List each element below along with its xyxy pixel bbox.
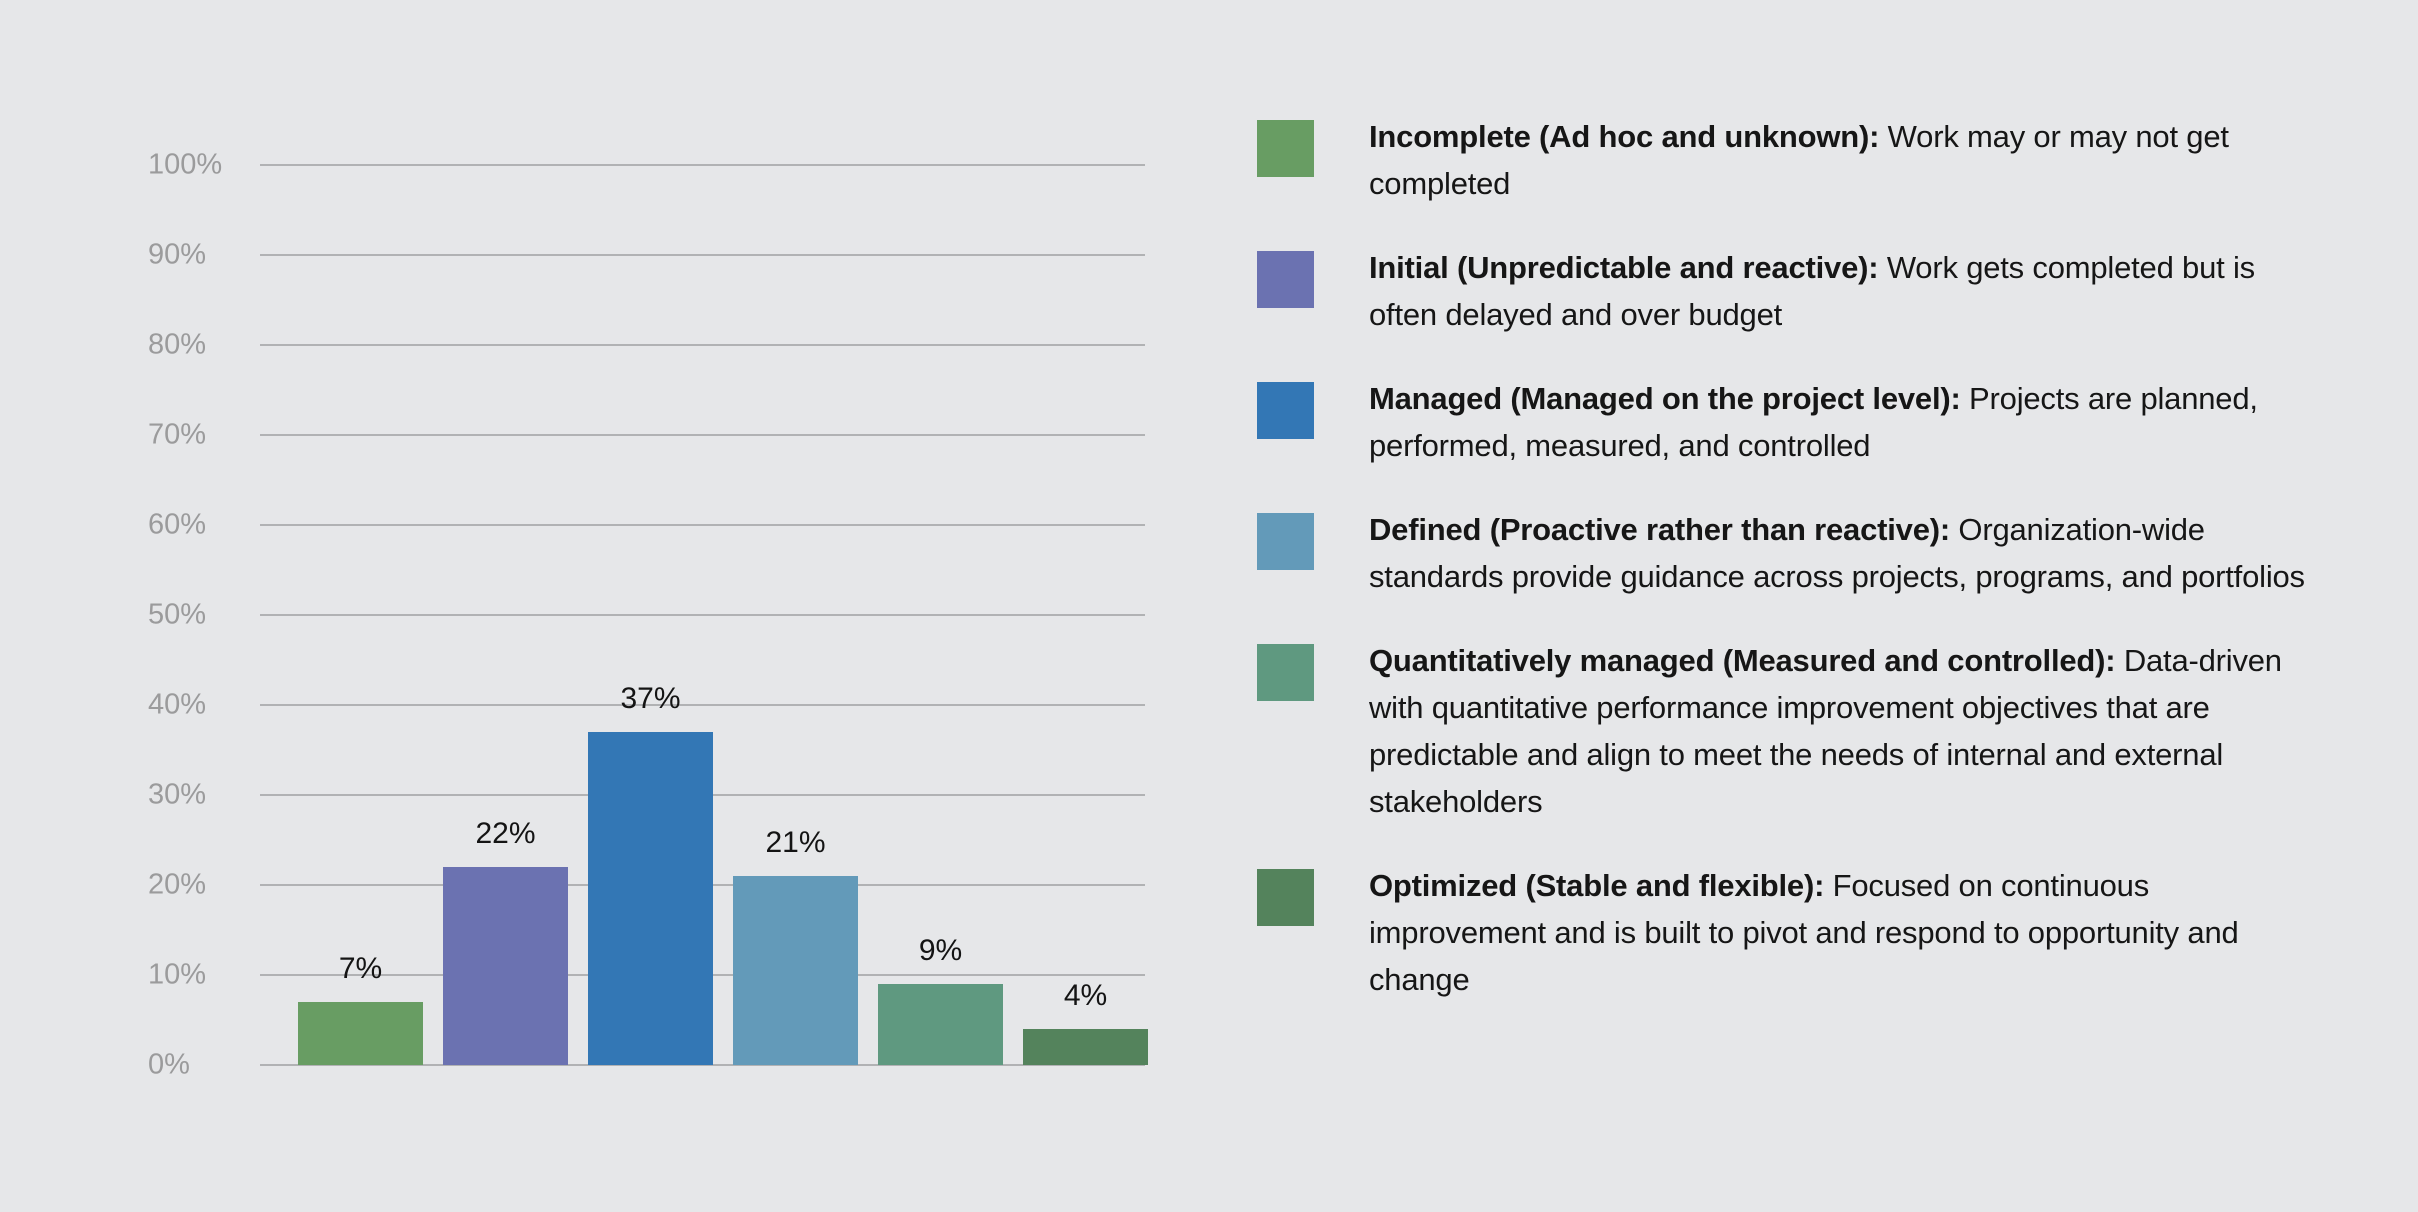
y-axis-tick-label: 100% [148,148,223,181]
gridline [260,1064,1145,1066]
y-axis-tick-label: 90% [148,238,207,271]
y-axis-labels: 0% 10% 20% 30% 40% 50% 60% 70% 80% 90% 100% [148,149,258,1081]
y-axis-tick-label: 80% [148,328,207,361]
legend-item-description: Data-driven with quantitative performanc… [1369,643,2282,819]
legend-item-title: Incomplete (Ad hoc and unknown): [1369,119,1880,154]
gridline [260,164,1145,166]
y-axis-tick-label: 20% [148,868,207,901]
bar-managed [588,732,713,1065]
legend-item: Initial (Unpredictable and reactive): Wo… [1257,250,2327,338]
bar-group: 22% [443,165,568,1065]
gridline [260,524,1145,526]
gridline [260,704,1145,706]
legend-item: Optimized (Stable and flexible): Focused… [1257,868,2327,1003]
legend-item-description: Focused on continuous improvement and is… [1369,868,2239,997]
bar-optimized [1023,1029,1148,1065]
y-axis-tick-label: 0% [148,1048,190,1081]
bar-initial [443,867,568,1065]
bar-value-label: 22% [475,817,536,850]
legend-text: Defined (Proactive rather than reactive)… [1369,506,2319,600]
legend-item: Managed (Managed on the project level): … [1257,381,2327,469]
bar-value-label: 4% [1063,979,1108,1012]
gridline [260,254,1145,256]
bar-value-label: 37% [620,682,681,715]
bar-value-label: 7% [338,952,383,985]
legend-item-description: Projects are planned, performed, measure… [1369,381,2258,463]
gridline [260,344,1145,346]
legend-swatch-icon [1257,644,1314,701]
legend-swatch-icon [1257,513,1314,570]
y-axis-tick-label: 10% [148,958,207,991]
plot-area: 7% 22% 37% 21% 9% 4% [260,164,1148,1066]
legend-swatch-icon [1257,251,1314,308]
bar-value-label: 9% [918,934,963,967]
legend-item-description: Work gets completed but is often delayed… [1369,250,2255,332]
legend-swatch-icon [1257,869,1314,926]
legend-text: Managed (Managed on the project level): … [1369,375,2319,469]
gridline [260,434,1145,436]
legend-text: Initial (Unpredictable and reactive): Wo… [1369,244,2319,338]
legend-swatch-icon [1257,120,1314,177]
legend-text: Quantitatively managed (Measured and con… [1369,637,2319,825]
bar-group: 37% [588,165,713,1065]
legend-item-title: Defined (Proactive rather than reactive)… [1369,512,1950,547]
legend-item-title: Quantitatively managed (Measured and con… [1369,643,2116,678]
legend-item-title: Initial (Unpredictable and reactive): [1369,250,1879,285]
legend-item-description: Work may or may not get completed [1369,119,2229,201]
bar-group: 4% [1023,165,1148,1065]
legend-item: Quantitatively managed (Measured and con… [1257,643,2327,825]
bar-group: 21% [733,165,858,1065]
y-axis-tick-label: 60% [148,508,207,541]
legend-item-title: Optimized (Stable and flexible): [1369,868,1825,903]
legend-text: Optimized (Stable and flexible): Focused… [1369,862,2319,1003]
bar-incomplete [298,1002,423,1065]
legend-item-title: Managed (Managed on the project level): [1369,381,1961,416]
legend-text: Incomplete (Ad hoc and unknown): Work ma… [1369,113,2319,207]
legend-item-description: Organization-wide standards provide guid… [1369,512,2305,594]
gridline [260,614,1145,616]
legend-item: Defined (Proactive rather than reactive)… [1257,512,2327,600]
y-axis-tick-label: 30% [148,778,207,811]
legend: Incomplete (Ad hoc and unknown): Work ma… [1257,119,2327,1003]
y-axis-tick-label: 50% [148,598,207,631]
bars-container: 7% 22% 37% 21% 9% 4% [298,165,1148,1065]
bar-defined [733,876,858,1065]
bar-group: 7% [298,165,423,1065]
legend-swatch-icon [1257,382,1314,439]
y-axis-tick-label: 70% [148,418,207,451]
bar-value-label: 21% [765,826,826,859]
y-axis-tick-label: 40% [148,688,207,721]
bar-quantitatively-managed [878,984,1003,1065]
bar-group: 9% [878,165,1003,1065]
legend-item: Incomplete (Ad hoc and unknown): Work ma… [1257,119,2327,207]
